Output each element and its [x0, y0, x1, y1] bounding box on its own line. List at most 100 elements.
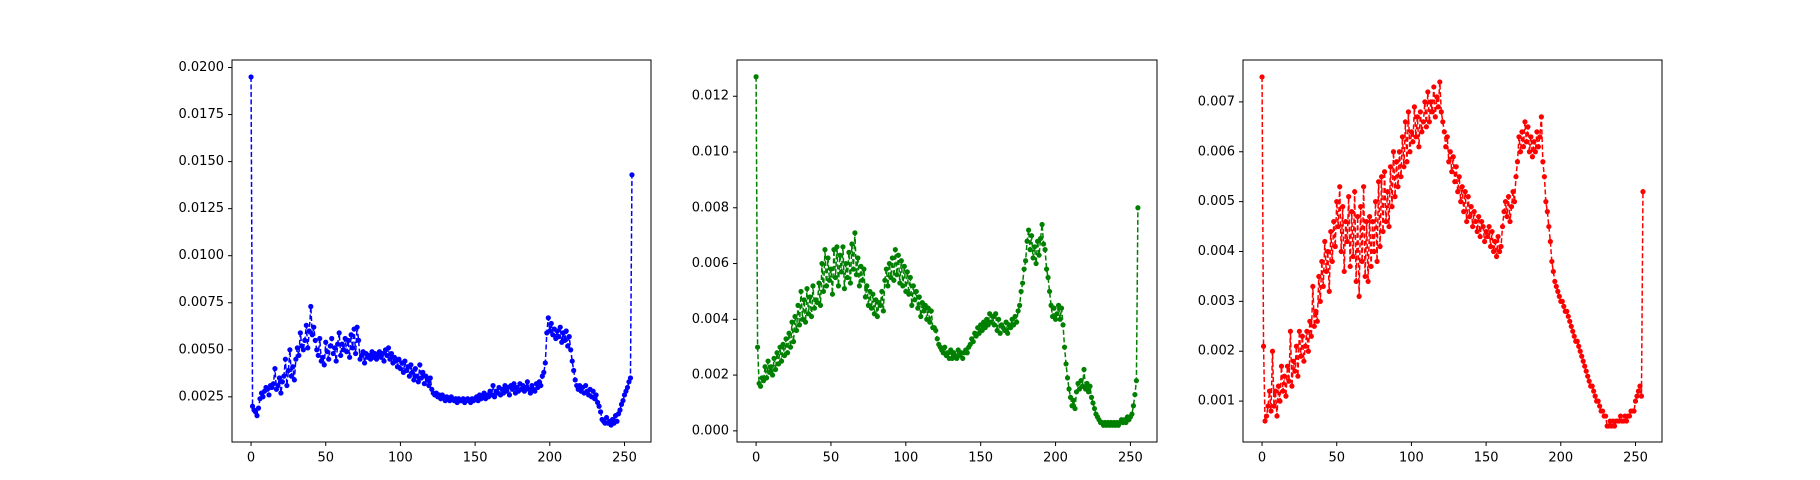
data-point [1571, 333, 1577, 339]
data-point [550, 332, 556, 338]
data-point [772, 366, 779, 373]
data-point [1078, 378, 1084, 384]
data-point [1005, 330, 1011, 336]
data-point [909, 302, 915, 308]
data-point [1447, 149, 1453, 155]
data-point [837, 252, 843, 258]
data-point [1449, 169, 1455, 175]
data-point [1072, 405, 1078, 412]
data-point [1278, 363, 1285, 369]
data-point [885, 283, 891, 289]
data-point [1431, 84, 1437, 90]
data-point [509, 386, 516, 392]
data-point [1459, 184, 1465, 190]
data-point [1014, 319, 1020, 325]
data-point [1340, 204, 1346, 210]
data-point [278, 390, 284, 396]
data-point [1549, 258, 1555, 265]
data-point [1064, 375, 1071, 381]
data-point [1444, 134, 1450, 140]
data-point [1632, 398, 1639, 404]
data-point [1343, 218, 1349, 225]
data-point [1487, 243, 1494, 250]
data-point [1372, 199, 1379, 205]
data-point [1585, 373, 1591, 379]
data-point [933, 327, 939, 334]
data-point [569, 358, 575, 364]
data-point [1331, 218, 1337, 225]
data-point [330, 350, 336, 357]
data-point [324, 349, 330, 355]
data-point [823, 283, 830, 289]
data-point [1429, 109, 1435, 115]
y-tick-label: 0.002 [1198, 344, 1235, 359]
data-point [627, 375, 634, 381]
data-point [1054, 311, 1060, 317]
data-point [1437, 79, 1443, 85]
data-point [1060, 322, 1066, 328]
data-point [1537, 134, 1543, 140]
data-point [765, 358, 771, 364]
data-point [1611, 423, 1618, 429]
data-point [847, 280, 854, 286]
data-point [572, 377, 578, 383]
y-tick-label: 0.0100 [179, 248, 225, 263]
data-point [1274, 413, 1280, 419]
data-point [1295, 373, 1301, 379]
data-point [270, 381, 277, 387]
data-point [1417, 109, 1423, 115]
data-point [1595, 398, 1601, 404]
data-point [1356, 293, 1362, 299]
data-point [279, 379, 286, 385]
data-point [347, 354, 353, 360]
data-point [1271, 403, 1277, 409]
data-point [771, 355, 777, 361]
data-point [590, 388, 596, 394]
data-point [617, 407, 623, 413]
data-point [1133, 378, 1140, 384]
data-point [1556, 293, 1562, 299]
data-point [1479, 218, 1485, 225]
data-point [1411, 104, 1418, 110]
data-point [825, 255, 831, 261]
data-point [1322, 238, 1328, 245]
data-point [281, 373, 287, 379]
data-point [793, 327, 800, 334]
data-point [796, 322, 803, 328]
data-point [1555, 288, 1561, 294]
data-point [1553, 283, 1559, 290]
data-point [1464, 218, 1470, 225]
x-tick-label: 200 [1043, 451, 1068, 466]
data-point [629, 172, 635, 178]
data-point [913, 288, 919, 295]
data-point [1277, 398, 1283, 404]
data-point [1043, 266, 1050, 272]
data-point [388, 350, 395, 357]
data-point [1514, 159, 1521, 165]
data-point [311, 324, 317, 330]
data-point [1570, 328, 1576, 334]
data-point [1369, 218, 1376, 225]
data-point [1259, 74, 1265, 80]
data-point [1507, 218, 1513, 225]
y-tick-label: 0.0025 [179, 389, 225, 404]
data-point [1529, 154, 1536, 160]
data-point [1332, 243, 1338, 250]
data-point [1313, 308, 1319, 314]
y-tick-label: 0.0200 [179, 60, 225, 75]
data-point [844, 274, 851, 281]
data-point [1592, 393, 1598, 399]
data-point [361, 360, 368, 366]
data-point [264, 386, 271, 392]
data-point [898, 258, 904, 264]
data-point [1480, 223, 1486, 230]
data-point [1030, 255, 1036, 261]
data-point [1586, 378, 1592, 384]
series-line [1261, 76, 1644, 429]
data-point [1525, 124, 1531, 130]
data-point [1640, 189, 1646, 195]
data-point [1471, 209, 1477, 215]
data-point [266, 392, 272, 398]
y-tick-label: 0.005 [1198, 194, 1235, 209]
data-point [1269, 348, 1276, 354]
